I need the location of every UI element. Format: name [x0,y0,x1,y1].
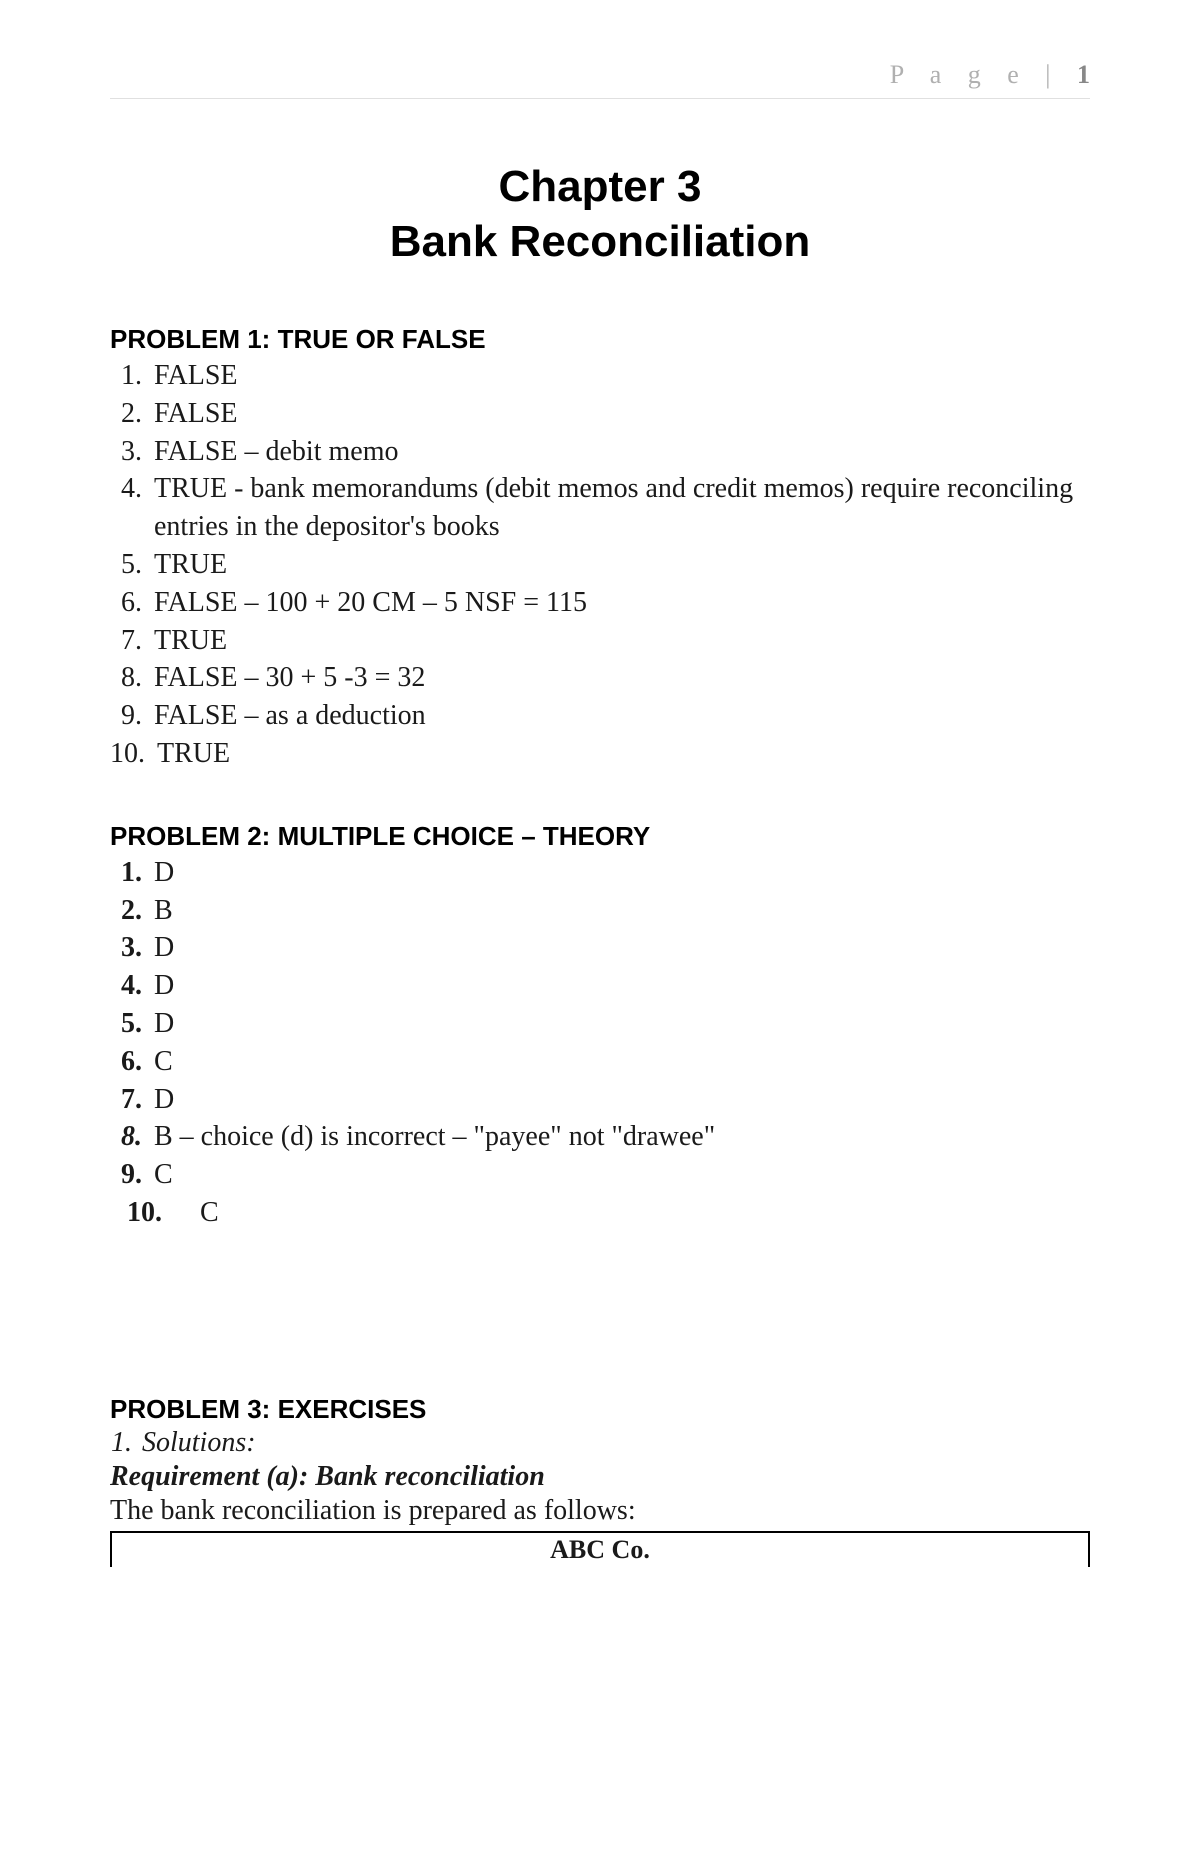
solutions-line: 1.Solutions: [110,1427,1090,1459]
list-item: 4.TRUE - bank memorandums (debit memos a… [110,470,1090,546]
chapter-title: Chapter 3 Bank Reconciliation [110,159,1090,269]
item-number: 5. [110,546,154,584]
list-item: 5.D [110,1005,1090,1043]
problem-1-list: 1.FALSE2.FALSE3.FALSE – debit memo4.TRUE… [110,357,1090,773]
list-item: 3.D [110,929,1090,967]
chapter-line-2: Bank Reconciliation [110,214,1090,269]
item-number: 1. [110,357,154,395]
item-text: C [174,1194,1090,1232]
company-name: ABC Co. [550,1535,650,1564]
problem-2-section: PROBLEM 2: MULTIPLE CHOICE – THEORY 1.D2… [110,821,1090,1232]
company-table-header: ABC Co. [110,1531,1090,1567]
list-item: 10.C [110,1194,1090,1232]
problem-2-heading: PROBLEM 2: MULTIPLE CHOICE – THEORY [110,821,1090,852]
chapter-line-1: Chapter 3 [110,159,1090,214]
item-text: C [154,1156,1090,1194]
solutions-num: 1. [110,1427,142,1459]
item-number: 10. [110,735,157,773]
problem-2-list: 1.D2.B3.D4.D5.D6.C7.D8.B – choice (d) is… [110,854,1090,1232]
item-number: 3. [110,433,154,471]
item-text: FALSE – debit memo [154,433,1090,471]
item-number: 4. [110,470,154,546]
list-item: 9.C [110,1156,1090,1194]
item-text: FALSE – as a deduction [154,697,1090,735]
list-item: 7.TRUE [110,622,1090,660]
item-text: D [154,929,1090,967]
item-number: 7. [110,1081,154,1119]
requirement-line: Requirement (a): Bank reconciliation [110,1461,1090,1493]
item-text: TRUE [154,622,1090,660]
item-number: 5. [110,1005,154,1043]
problem-1-heading: PROBLEM 1: TRUE OR FALSE [110,324,1090,355]
item-number: 9. [110,697,154,735]
problem-3-section: PROBLEM 3: EXERCISES 1.Solutions: Requir… [110,1394,1090,1567]
item-text: D [154,854,1090,892]
solutions-text: Solutions: [142,1427,256,1458]
item-number: 6. [110,1043,154,1081]
problem-1-section: PROBLEM 1: TRUE OR FALSE 1.FALSE2.FALSE3… [110,324,1090,773]
item-text: B [154,892,1090,930]
list-item: 7.D [110,1081,1090,1119]
list-item: 2.B [110,892,1090,930]
item-text: TRUE [154,546,1090,584]
item-number: 3. [110,929,154,967]
item-text: D [154,1005,1090,1043]
page-label: P a g e | [890,60,1061,89]
list-item: 6.FALSE – 100 + 20 CM – 5 NSF = 115 [110,584,1090,622]
item-text: TRUE - bank memorandums (debit memos and… [154,470,1090,546]
list-item: 9.FALSE – as a deduction [110,697,1090,735]
list-item: 5.TRUE [110,546,1090,584]
item-text: B – choice (d) is incorrect – "payee" no… [154,1118,1090,1156]
list-item: 2.FALSE [110,395,1090,433]
item-text: FALSE – 100 + 20 CM – 5 NSF = 115 [154,584,1090,622]
item-number: 8. [110,1118,154,1156]
list-item: 4.D [110,967,1090,1005]
item-text: TRUE [157,735,1090,773]
item-number: 8. [110,659,154,697]
page-number: 1 [1077,60,1090,89]
item-number: 2. [110,395,154,433]
list-item: 3.FALSE – debit memo [110,433,1090,471]
page-header: P a g e | 1 [110,60,1090,99]
list-item: 1.D [110,854,1090,892]
problem-3-heading: PROBLEM 3: EXERCISES [110,1394,1090,1425]
item-number: 9. [110,1156,154,1194]
item-number: 2. [110,892,154,930]
list-item: 8.B – choice (d) is incorrect – "payee" … [110,1118,1090,1156]
list-item: 10.TRUE [110,735,1090,773]
list-item: 6.C [110,1043,1090,1081]
prepared-line: The bank reconciliation is prepared as f… [110,1495,1090,1527]
item-text: FALSE [154,395,1090,433]
item-number: 6. [110,584,154,622]
item-text: FALSE [154,357,1090,395]
item-text: D [154,1081,1090,1119]
list-item: 8.FALSE – 30 + 5 -3 = 32 [110,659,1090,697]
item-text: D [154,967,1090,1005]
item-text: C [154,1043,1090,1081]
item-number: 1. [110,854,154,892]
item-number: 10. [110,1194,174,1232]
list-item: 1.FALSE [110,357,1090,395]
item-number: 7. [110,622,154,660]
item-text: FALSE – 30 + 5 -3 = 32 [154,659,1090,697]
item-number: 4. [110,967,154,1005]
